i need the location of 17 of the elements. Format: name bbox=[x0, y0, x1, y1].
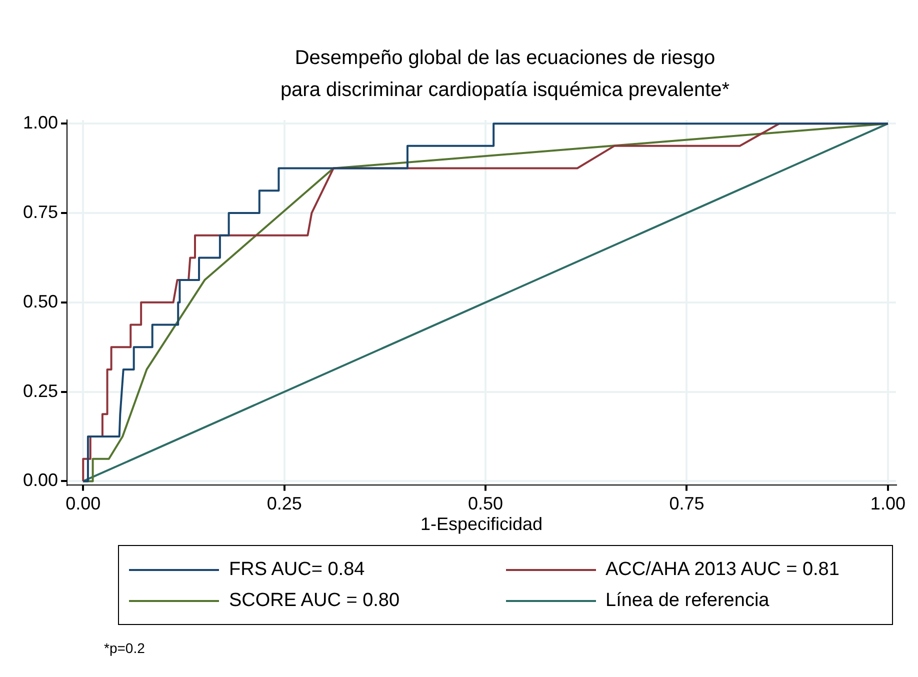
y-tick-label: 0.50 bbox=[22, 291, 58, 312]
text: *p=0.2 bbox=[104, 640, 145, 656]
legend-label: Línea de referencia bbox=[606, 590, 770, 612]
x-tick-label: 1.00 bbox=[870, 494, 906, 514]
y-tick-label: 0.25 bbox=[22, 380, 58, 401]
legend-label: ACC/AHA 2013 AUC = 0.81 bbox=[606, 558, 840, 580]
y-tick-label: 0.75 bbox=[22, 202, 58, 222]
y-tick-label: 0.00 bbox=[22, 470, 58, 490]
chart-title: Desempeño global de las ecuaciones de riesgo para discriminar cardiopatía isquémica prevalente* bbox=[279, 46, 731, 103]
y-tick-label: 1.00 bbox=[22, 112, 58, 133]
x-tick-label: 0.00 bbox=[66, 494, 101, 514]
legend-label: SCORE AUC = 0.80 bbox=[229, 590, 400, 612]
x-tick-label: 0.50 bbox=[468, 494, 504, 514]
x-tick-label: 0.75 bbox=[669, 494, 704, 514]
legend-label: FRS AUC= 0.84 bbox=[229, 558, 365, 580]
x-axis-title: 1-Especificidad bbox=[420, 514, 543, 534]
x-tick-label: 0.25 bbox=[266, 494, 302, 514]
